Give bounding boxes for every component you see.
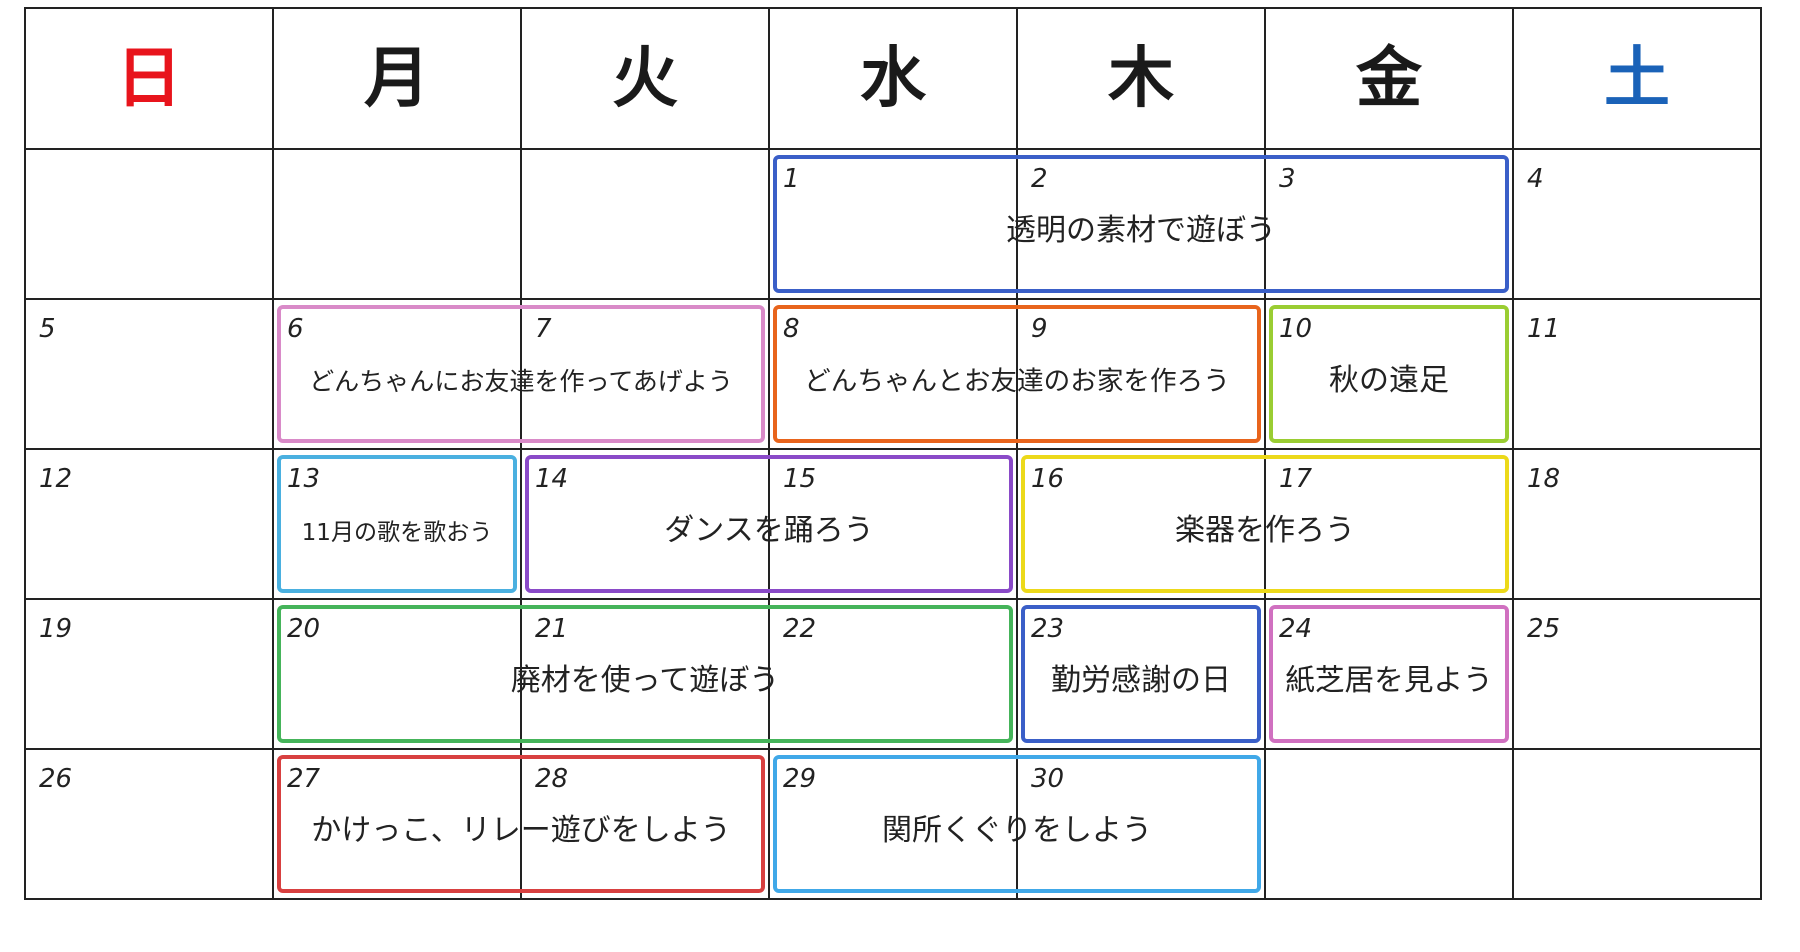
day-number: 13 <box>287 464 320 494</box>
event-box <box>773 155 1509 293</box>
event-box <box>1021 605 1261 743</box>
day-number: 16 <box>1031 464 1064 494</box>
day-number: 23 <box>1031 614 1064 644</box>
weekday-header: 火 <box>612 40 678 117</box>
event-box <box>1021 455 1509 593</box>
event-box <box>773 755 1261 893</box>
day-number: 9 <box>1031 314 1048 344</box>
day-number: 25 <box>1527 614 1560 644</box>
day-number: 30 <box>1031 764 1064 794</box>
event-text: 関所くぐりをしよう <box>882 813 1152 848</box>
day-number: 27 <box>287 764 321 794</box>
day-number: 11 <box>1527 314 1560 344</box>
calendar-frame <box>24 7 1762 900</box>
event-text: 11月の歌を歌おう <box>302 520 493 546</box>
day-number: 8 <box>783 314 800 344</box>
day-number: 15 <box>783 464 816 494</box>
weekday-header: 水 <box>860 40 927 117</box>
weekday-header: 木 <box>1108 40 1174 117</box>
day-number: 3 <box>1279 164 1296 194</box>
day-number: 26 <box>39 764 72 794</box>
day-number: 7 <box>535 314 552 344</box>
event-text: どんちゃんとお友達のお家を作ろう <box>804 366 1230 397</box>
event-box <box>773 305 1261 443</box>
day-number: 19 <box>39 614 72 644</box>
event-text: 廃材を使って遊ぼう <box>511 663 780 698</box>
event-text: 透明の素材で遊ぼう <box>1006 213 1276 248</box>
day-number: 18 <box>1527 464 1560 494</box>
event-box <box>277 755 765 893</box>
event-text: かけっこ、リレー遊びをしよう <box>311 813 730 848</box>
day-number: 6 <box>287 314 304 344</box>
day-number: 5 <box>39 314 56 344</box>
day-number: 2 <box>1031 164 1048 194</box>
day-number: 4 <box>1527 164 1544 194</box>
event-text: ダンスを踊ろう <box>664 513 873 548</box>
day-number: 24 <box>1279 614 1312 644</box>
event-box <box>1269 305 1509 443</box>
day-number: 21 <box>535 614 568 644</box>
day-number: 14 <box>535 464 568 494</box>
weekday-header: 日 <box>116 40 182 117</box>
event-text: どんちゃんにお友達を作ってあげよう <box>309 367 733 396</box>
day-number: 1 <box>783 164 800 194</box>
day-number: 22 <box>783 614 816 644</box>
event-text: 紙芝居を見よう <box>1285 662 1493 697</box>
day-number: 28 <box>535 764 568 794</box>
weekday-header: 金 <box>1355 40 1423 117</box>
day-number: 10 <box>1279 314 1312 344</box>
weekday-header: 月 <box>364 40 430 117</box>
day-number: 20 <box>287 614 320 644</box>
weekday-header: 土 <box>1604 40 1670 117</box>
day-number: 17 <box>1279 464 1313 494</box>
event-box <box>1269 605 1509 743</box>
event-text: 秋の遠足 <box>1329 363 1449 398</box>
event-box <box>277 305 765 443</box>
event-text: 勤労感謝の日 <box>1051 663 1231 698</box>
event-box <box>277 455 517 593</box>
event-text: 楽器を作ろう <box>1175 513 1355 548</box>
event-box <box>525 455 1013 593</box>
day-number: 29 <box>783 764 816 794</box>
event-box <box>277 605 1013 743</box>
day-number: 12 <box>39 464 72 494</box>
